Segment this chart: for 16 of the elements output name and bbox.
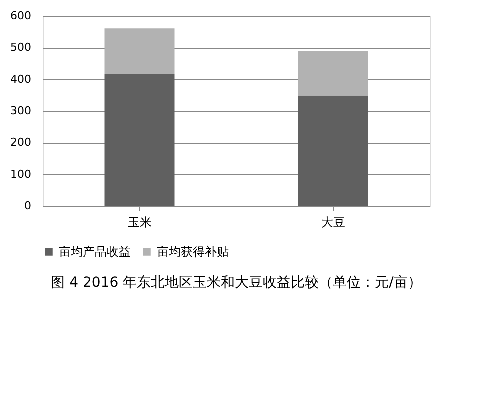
legend-label: 亩均获得补贴 — [157, 245, 229, 259]
text: 图 4 2016 年东北地区玉米和大豆收益比较（单位：元/亩） — [51, 275, 422, 291]
y-tick-label: 0 — [24, 200, 32, 212]
bar — [104, 28, 175, 74]
y-tick-label: 600 — [10, 10, 32, 22]
x-tick-label: 玉米 — [128, 216, 152, 230]
bar — [298, 96, 368, 206]
legend-label: 亩均产品收益 — [59, 245, 131, 259]
y-tick-label: 500 — [10, 41, 32, 54]
y-tick-label: 100 — [10, 168, 32, 181]
y-tick-label: 400 — [10, 72, 32, 86]
x-tick-label: 大豆 — [321, 216, 346, 230]
bar — [298, 51, 368, 96]
y-tick-label: 300 — [10, 104, 32, 118]
bar — [104, 74, 175, 206]
y-tick-label: 200 — [10, 136, 32, 150]
